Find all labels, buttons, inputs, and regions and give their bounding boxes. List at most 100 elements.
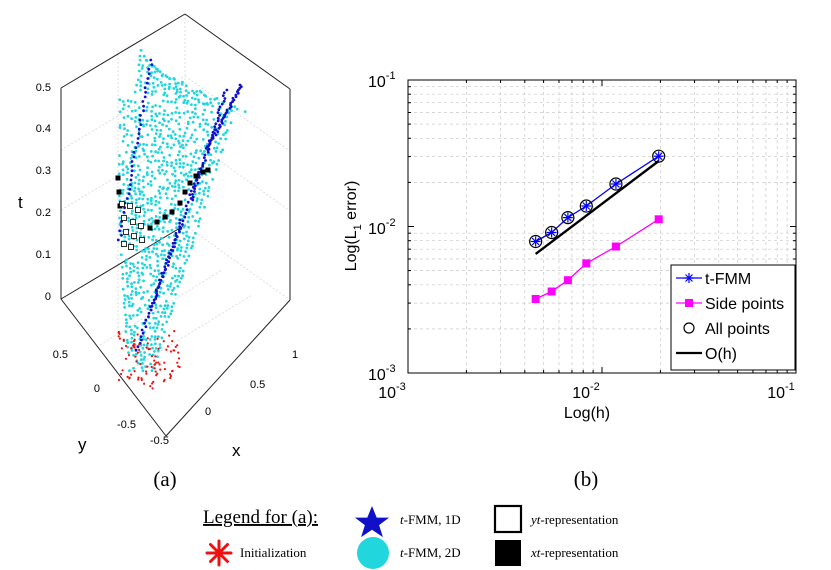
tfmm-1d-point [157,285,161,289]
tfmm-2d-point [149,362,153,366]
initialization-point [155,361,158,364]
initialization-point [149,385,152,388]
tfmm-2d-point [146,159,150,163]
tfmm-2d-point [160,74,164,78]
tfmm-2d-point [198,191,201,195]
tfmm-2d-point [163,172,167,176]
tfmm-2d-point [137,278,141,282]
tfmm-2d-point [189,152,193,156]
initialization-point [143,382,146,385]
tfmm-2d-point [149,180,153,183]
tfmm-2d-point [121,160,125,164]
tfmm-2d-point [161,323,165,326]
initialization-point [117,378,121,382]
tfmm-2d-point [137,130,141,134]
tfmm-2d-point [179,266,182,270]
tfmm-2d-point [203,186,207,190]
tfmm-1d-point [130,164,134,168]
tfmm-2d-point [209,101,213,105]
tfmm-2d-point [184,84,188,88]
initialization-point [134,355,137,358]
tfmm-2d-point [181,165,185,169]
tfmm-2d-point [165,170,168,173]
panel-b-gridlines [408,80,796,373]
tfmm-2d-point [209,97,212,101]
tfmm-1d-point [214,133,218,137]
tfmm-2d-point [154,150,158,154]
tfmm-1d-point [181,219,185,223]
tfmm-2d-point [185,234,189,238]
t-fmm-point [530,236,541,247]
tfmm-2d-point [204,94,208,98]
tfmm-1d-point [173,238,177,242]
tfmm-2d-point [162,93,166,97]
tfmm-2d-point [190,96,194,100]
xt-representation-point [115,175,121,181]
tfmm-2d-point [153,227,157,231]
tfmm-2d-point [150,335,154,338]
tfmm-2d-point [184,250,188,254]
tfmm-2d-point [161,257,165,261]
y-tick-1: 0 [94,383,100,395]
initialization-point [153,359,156,362]
legend-tfmm: t-FMM [705,271,751,288]
tfmm-2d-point [146,182,150,186]
tfmm-2d-point [136,261,140,264]
tfmm-2d-point [183,98,187,102]
tfmm-2d-point [123,298,127,301]
tfmm-2d-point [161,123,165,127]
tfmm-1d-point [191,185,195,189]
tfmm-2d-point [156,254,160,258]
tfmm-1d-point [168,251,171,255]
initialization-point [121,369,124,372]
tfmm-1d-point [130,169,134,173]
tfmm-2d-point [177,122,181,126]
tfmm-2d-point [173,174,177,178]
tfmm-1d-point [147,72,151,76]
tfmm-2d-point [138,168,142,172]
tfmm-2d-point [130,117,134,121]
o-h-line [534,160,660,255]
tfmm-2d-point [153,322,157,325]
tfmm-2d-point [158,192,162,195]
tfmm-2d-point [176,207,180,211]
tfmm-2d-point [146,290,149,293]
tfmm-2d-point [198,187,202,191]
tfmm-1d-point [201,163,205,167]
yt-representation-point [127,203,133,209]
tfmm-2d-point [159,81,163,84]
tfmm-2d-point [156,264,160,267]
initialization-point [154,355,157,358]
tfmm-2d-point [183,261,187,265]
tfmm-2d-point [139,358,143,362]
tfmm-2d-point [166,113,170,117]
tfmm-2d-point [142,214,146,218]
tfmm-2d-point [146,70,150,74]
tfmm-2d-point [197,100,201,104]
initialization-point [173,349,176,352]
tfmm-2d-point [157,335,160,339]
initialization-point [130,347,133,350]
tfmm-2d-point [158,165,161,169]
tfmm-2d-point [189,136,193,140]
tfmm-2d-point [152,85,156,89]
initialization-point [151,387,154,390]
red-asterisk-icon [205,539,233,567]
tfmm-1d-point [223,97,227,100]
tfmm-2d-point [175,226,178,230]
tfmm-2d-point [117,162,121,166]
tfmm-2d-point [146,133,150,137]
tfmm-1d-point [221,94,225,97]
t-fmm-point [562,212,573,223]
tfmm-2d-point [193,168,197,172]
xt-representation-point [193,173,199,179]
tfmm-1d-point [143,95,147,99]
tfmm-2d-point [142,337,145,341]
tfmm-2d-point [181,207,185,211]
tfmm-2d-point [146,307,150,311]
tfmm-2d-point [191,89,194,93]
tfmm-2d-point [154,90,158,93]
tfmm-2d-point [184,172,188,176]
tfmm-2d-point [214,150,218,153]
tfmm-2d-point [174,137,178,141]
